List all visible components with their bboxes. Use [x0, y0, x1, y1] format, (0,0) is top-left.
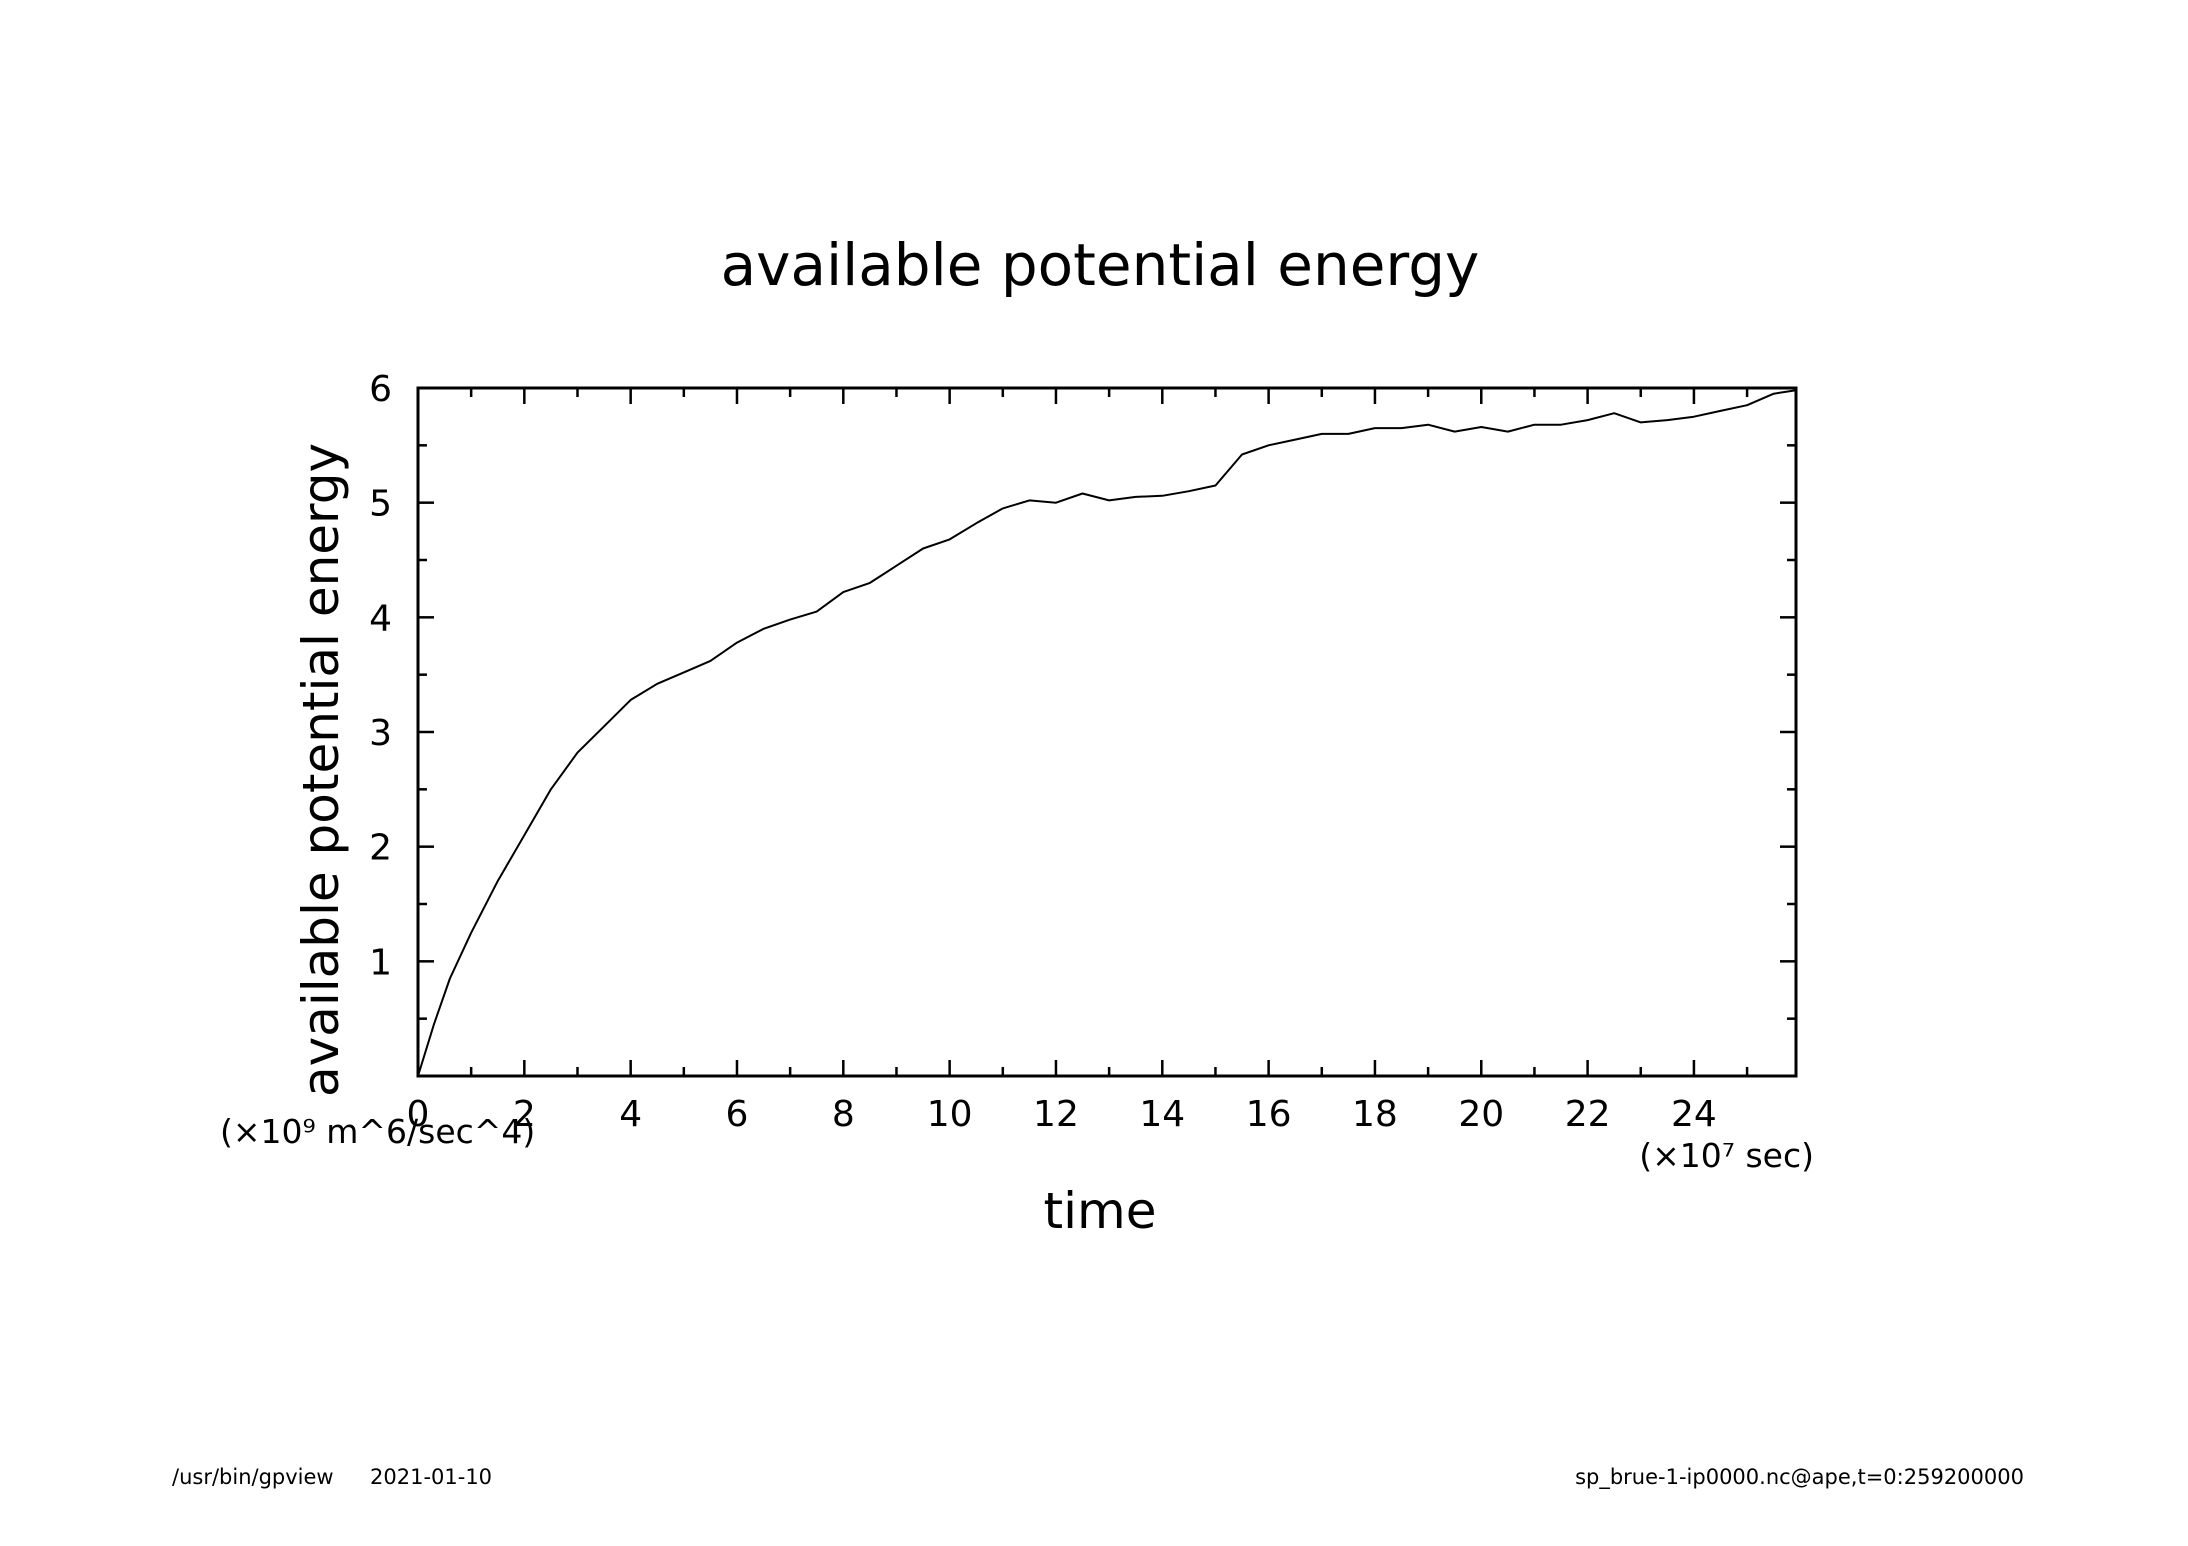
x-tick-label: 12 — [1033, 1094, 1079, 1135]
y-tick-label: 5 — [369, 484, 392, 525]
x-unit-label: (×10⁷ sec) — [1639, 1136, 1814, 1175]
chart-title: available potential energy — [721, 231, 1480, 299]
x-tick-label: 0 — [407, 1094, 430, 1135]
footer-source: sp_brue-1-ip0000.nc@ape,t=0:259200000 — [1575, 1465, 2024, 1489]
y-unit-label: (×10⁹ m^6/sec^4) — [220, 1112, 535, 1151]
y-tick-label: 4 — [369, 598, 392, 639]
x-tick-label: 4 — [619, 1094, 642, 1135]
y-tick-label: 1 — [369, 942, 392, 983]
y-axis-label: available potential energy — [292, 443, 350, 1097]
x-tick-label: 8 — [832, 1094, 855, 1135]
footer-program: /usr/bin/gpview — [172, 1465, 334, 1489]
x-tick-label: 16 — [1246, 1094, 1292, 1135]
x-tick-label: 2 — [513, 1094, 536, 1135]
x-tick-label: 24 — [1671, 1094, 1717, 1135]
y-tick-label: 2 — [369, 828, 392, 869]
footer-date: 2021-01-10 — [370, 1465, 493, 1489]
x-tick-label: 6 — [726, 1094, 749, 1135]
x-axis-label: time — [1044, 1182, 1157, 1240]
x-tick-label: 20 — [1458, 1094, 1504, 1135]
y-tick-label: 3 — [369, 713, 392, 754]
x-tick-label: 22 — [1565, 1094, 1611, 1135]
x-tick-label: 14 — [1139, 1094, 1185, 1135]
y-tick-label: 6 — [369, 369, 392, 410]
series-line — [417, 389, 1797, 1077]
x-tick-label: 18 — [1352, 1094, 1398, 1135]
x-tick-label: 10 — [927, 1094, 973, 1135]
